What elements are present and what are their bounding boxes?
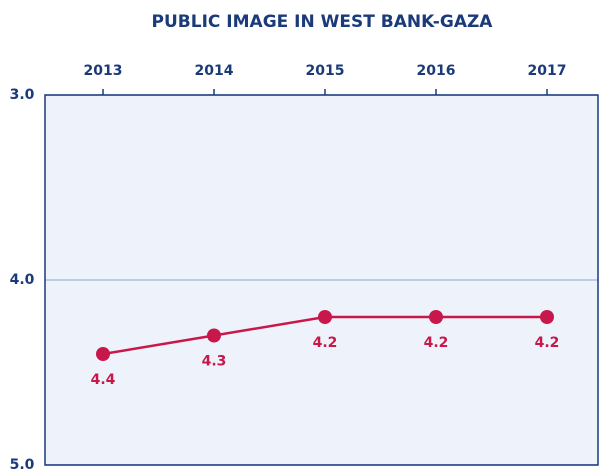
plot-border	[44, 94, 599, 466]
chart-title: PUBLIC IMAGE IN WEST BANK-GAZA	[152, 12, 494, 32]
x-tick-label: 2016	[417, 63, 456, 79]
y-tick-label: 5.0	[10, 457, 35, 470]
x-tick-label: 2017	[528, 63, 567, 79]
point	[318, 310, 332, 324]
data-label: 4.2	[424, 335, 449, 351]
data-label: 4.2	[535, 335, 560, 351]
y-tick-label: 4.0	[10, 272, 35, 288]
data-label: 4.3	[202, 354, 227, 370]
point	[96, 347, 110, 361]
data-label: 4.4	[91, 372, 116, 388]
data-label: 4.2	[313, 335, 338, 351]
point	[429, 310, 443, 324]
point	[207, 328, 221, 343]
x-tick-label: 2014	[195, 63, 234, 79]
y-tick-label: 3.0	[10, 87, 35, 103]
x-tick-label: 2015	[306, 63, 345, 79]
point	[540, 310, 554, 324]
x-tick-label: 2013	[84, 63, 123, 79]
